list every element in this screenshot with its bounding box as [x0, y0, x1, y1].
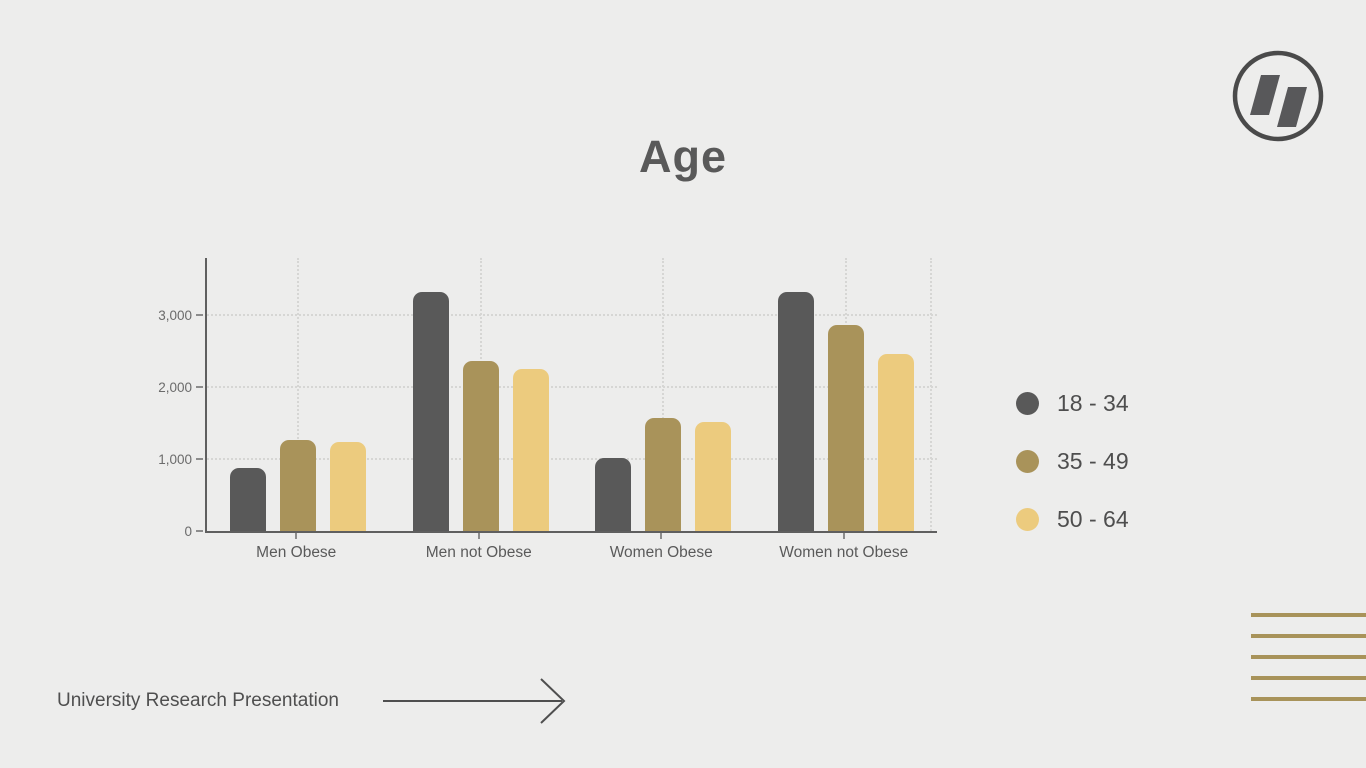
slide-title: Age — [638, 131, 727, 182]
bar-35-49-women-not-obese — [827, 324, 864, 531]
y-axis-tick-mark — [196, 386, 203, 389]
category-label: Men not Obese — [425, 544, 532, 561]
gridline — [662, 258, 665, 531]
bar-18-34-men-obese — [230, 467, 267, 531]
bar-50-64-women-not-obese — [877, 353, 914, 531]
decor-gold-line — [1251, 655, 1366, 659]
gridline — [207, 458, 937, 461]
legend-item: 50 - 64 — [1016, 505, 1129, 532]
right-arrow-icon — [383, 678, 566, 724]
decor-gold-line — [1251, 676, 1366, 680]
bar-50-64-men-not-obese — [512, 369, 549, 531]
bar-50-64-men-obese — [330, 441, 367, 531]
bar-35-49-men-obese — [280, 439, 317, 531]
gridline — [207, 314, 937, 317]
legend-dot-icon — [1016, 449, 1039, 473]
y-axis-tick-label: 0 — [184, 524, 192, 539]
category-label: Women Obese — [609, 544, 713, 561]
double-slash-circle-logo-icon — [1232, 50, 1324, 142]
x-axis-tick-mark — [295, 533, 298, 539]
footer-caption: University Research Presentation — [57, 690, 339, 711]
decor-gold-line — [1251, 697, 1366, 701]
category-label: Men Obese — [256, 544, 337, 561]
gridline — [297, 258, 300, 531]
x-axis-tick-mark — [842, 533, 845, 539]
y-axis-tick-label: 3,000 — [158, 308, 192, 324]
gridline — [930, 258, 932, 531]
chart-legend: 18 - 34 35 - 49 50 - 64 — [1016, 389, 1129, 565]
y-axis-tick-mark — [196, 530, 203, 532]
legend-label: 50 - 64 — [1057, 505, 1129, 532]
legend-item: 18 - 34 — [1016, 389, 1129, 416]
bar-35-49-men-not-obese — [462, 360, 499, 531]
bar-50-64-women-obese — [695, 421, 732, 531]
x-axis-tick-mark — [660, 533, 663, 539]
decor-gold-line — [1251, 613, 1366, 617]
y-axis-tick-mark — [196, 314, 203, 317]
y-axis-tick-mark — [196, 458, 203, 461]
y-axis-tick-label: 2,000 — [158, 380, 192, 396]
legend-label: 18 - 34 — [1057, 389, 1129, 416]
x-axis-tick-mark — [477, 533, 480, 539]
bar-18-34-men-not-obese — [412, 291, 449, 531]
legend-item: 35 - 49 — [1016, 447, 1129, 474]
bar-35-49-women-obese — [645, 417, 682, 531]
category-label: Women not Obese — [779, 544, 909, 561]
bar-chart-plot-area — [205, 258, 937, 533]
legend-dot-icon — [1016, 391, 1039, 415]
decor-gold-line — [1251, 634, 1366, 638]
bar-18-34-women-obese — [595, 457, 632, 531]
gridline — [207, 386, 937, 389]
legend-label: 35 - 49 — [1057, 447, 1129, 474]
y-axis-tick-label: 1,000 — [158, 452, 192, 468]
bar-18-34-women-not-obese — [777, 291, 814, 531]
legend-dot-icon — [1016, 507, 1039, 531]
